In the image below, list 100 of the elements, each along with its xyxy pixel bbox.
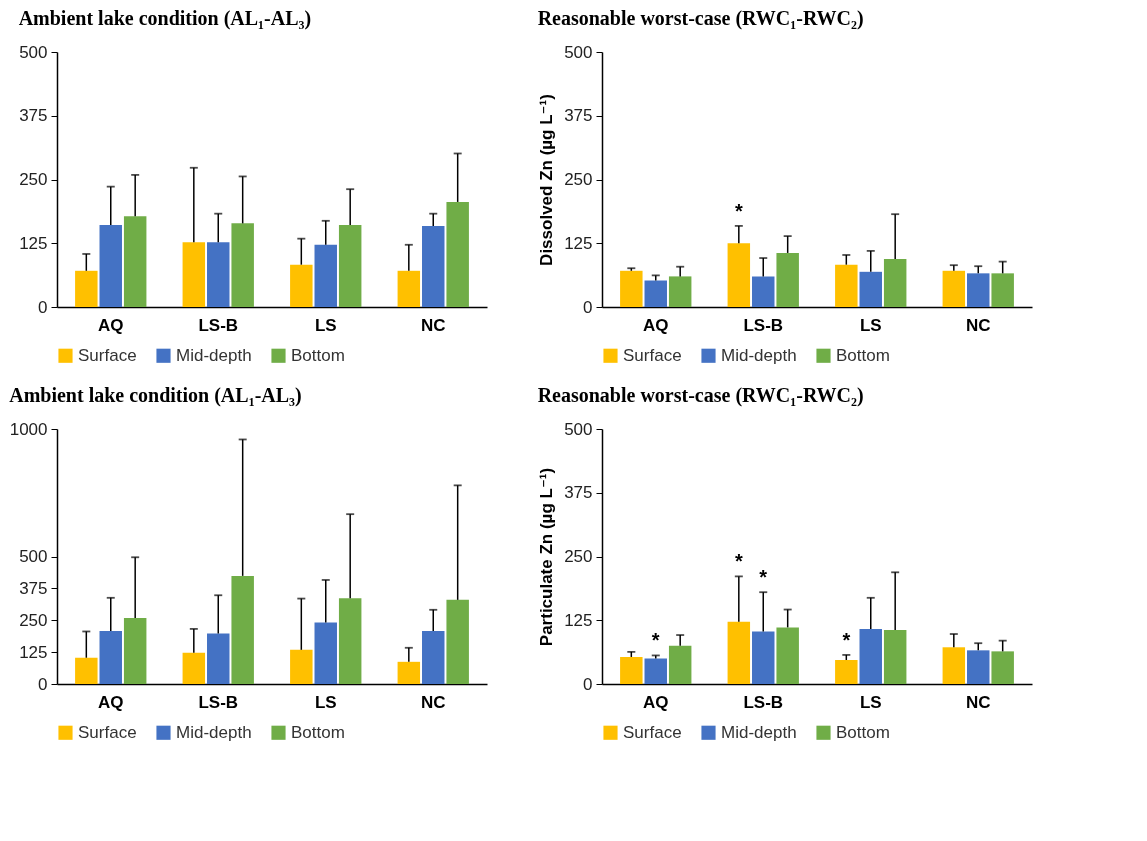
bar xyxy=(967,273,990,307)
data-label: * xyxy=(842,628,851,651)
bar xyxy=(422,630,445,684)
y-tick-label: 375 xyxy=(19,106,48,126)
y-tick-label: 375 xyxy=(564,106,593,126)
y-axis-title: Particulate Zn (µg L⁻¹) xyxy=(537,467,557,647)
bar xyxy=(397,270,421,307)
data-label: * xyxy=(734,199,743,222)
x-tick-label: NC xyxy=(420,315,446,335)
x-tick-label: AQ xyxy=(98,692,124,712)
y-tick-label: 125 xyxy=(564,233,593,253)
bar xyxy=(752,631,775,684)
legend-label: Bottom xyxy=(836,345,890,365)
bar xyxy=(123,216,147,307)
y-tick-label: 375 xyxy=(19,578,48,598)
legend-label: Mid-depth xyxy=(721,345,797,365)
bar xyxy=(991,651,1014,684)
legend-label: Bottom xyxy=(836,722,890,742)
bar xyxy=(883,259,907,307)
legend-label: Bottom xyxy=(291,345,345,365)
y-tick-label: 375 xyxy=(564,483,593,503)
legend-label: Mid-depth xyxy=(176,345,252,365)
bar xyxy=(727,243,751,307)
y-tick-label: 250 xyxy=(564,547,593,566)
legend-label: Surface xyxy=(623,345,682,365)
y-tick-label: 250 xyxy=(564,170,593,189)
chart-title: Ambient lake condition (AL₁-AL₃) xyxy=(9,384,302,407)
x-tick-label: NC xyxy=(420,692,446,712)
y-axis-title: Dissolved Zn (µg L⁻¹) xyxy=(537,94,557,266)
bar xyxy=(207,633,230,684)
x-tick-label: LS xyxy=(859,315,882,335)
y-tick-label: 125 xyxy=(19,233,48,253)
data-label: * xyxy=(651,629,660,652)
bar xyxy=(314,622,337,684)
bar xyxy=(123,617,147,684)
x-tick-label: NC xyxy=(965,315,991,335)
bar xyxy=(207,242,230,307)
legend-label: Bottom xyxy=(291,722,345,742)
bar xyxy=(290,649,313,684)
data-label: * xyxy=(759,566,768,589)
data-label: * xyxy=(734,550,743,573)
x-tick-label: AQ xyxy=(98,315,124,335)
bar xyxy=(338,598,362,684)
bar xyxy=(835,264,858,307)
legend-label: Mid-depth xyxy=(176,722,252,742)
legend-label: Mid-depth xyxy=(721,722,797,742)
chart-title: Ambient lake condition (AL₁-AL₃) xyxy=(18,7,312,30)
bar xyxy=(776,627,799,684)
y-tick-label: 125 xyxy=(564,610,593,630)
bar xyxy=(942,270,966,307)
x-tick-label: AQ xyxy=(643,692,669,712)
bar xyxy=(620,270,643,307)
bar xyxy=(776,252,799,307)
y-tick-label: 0 xyxy=(583,674,593,694)
bar xyxy=(397,661,421,684)
bar xyxy=(668,276,692,307)
bar xyxy=(75,270,98,307)
bar xyxy=(859,628,882,684)
bar xyxy=(967,650,990,684)
y-tick-label: 500 xyxy=(19,42,48,62)
bar xyxy=(883,629,907,684)
bar xyxy=(446,599,469,684)
y-tick-label: 500 xyxy=(564,419,593,439)
legend-label: Surface xyxy=(78,345,137,365)
bar xyxy=(942,647,966,684)
bar xyxy=(620,656,643,684)
bar xyxy=(314,244,337,307)
y-tick-label: 0 xyxy=(38,297,48,317)
y-tick-label: 125 xyxy=(19,642,48,662)
bar xyxy=(75,657,98,684)
bar xyxy=(231,223,254,307)
bar xyxy=(182,652,206,684)
x-tick-label: LS-B xyxy=(198,692,239,712)
x-tick-label: LS-B xyxy=(743,315,784,335)
x-tick-label: NC xyxy=(965,692,991,712)
legend-label: Surface xyxy=(78,722,137,742)
y-tick-label: 500 xyxy=(564,42,593,62)
bar xyxy=(752,276,775,307)
y-tick-label: 250 xyxy=(19,610,48,630)
y-tick-label: 1000 xyxy=(9,419,48,439)
x-tick-label: LS xyxy=(314,692,337,712)
chart-title: Reasonable worst-case (RWC₁-RWC₂) xyxy=(537,384,864,407)
bar xyxy=(99,630,122,684)
x-tick-label: AQ xyxy=(643,315,669,335)
x-tick-label: LS-B xyxy=(743,692,784,712)
x-tick-label: LS xyxy=(314,315,337,335)
y-tick-label: 250 xyxy=(19,170,48,189)
bar xyxy=(644,280,667,307)
x-tick-label: LS xyxy=(859,692,882,712)
y-tick-label: 500 xyxy=(19,547,48,566)
bar xyxy=(182,242,206,307)
bar xyxy=(231,575,254,684)
bar xyxy=(859,271,882,307)
bar xyxy=(835,660,858,684)
bar xyxy=(422,225,445,307)
y-tick-label: 0 xyxy=(583,297,593,317)
bar xyxy=(644,658,667,684)
bar xyxy=(668,645,692,684)
x-tick-label: LS-B xyxy=(198,315,239,335)
bar xyxy=(338,224,362,307)
